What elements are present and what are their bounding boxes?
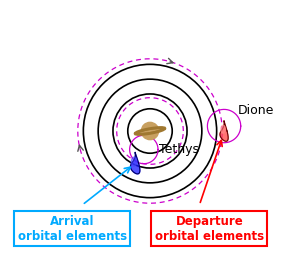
Text: Tethys: Tethys [159,143,199,156]
Polygon shape [130,152,140,174]
Polygon shape [131,157,137,166]
Text: Departure
orbital elements: Departure orbital elements [155,215,264,243]
Circle shape [141,122,159,140]
Text: Dione: Dione [238,104,274,117]
Polygon shape [220,121,228,141]
Polygon shape [221,125,225,133]
Text: Arrival
orbital elements: Arrival orbital elements [18,215,127,243]
